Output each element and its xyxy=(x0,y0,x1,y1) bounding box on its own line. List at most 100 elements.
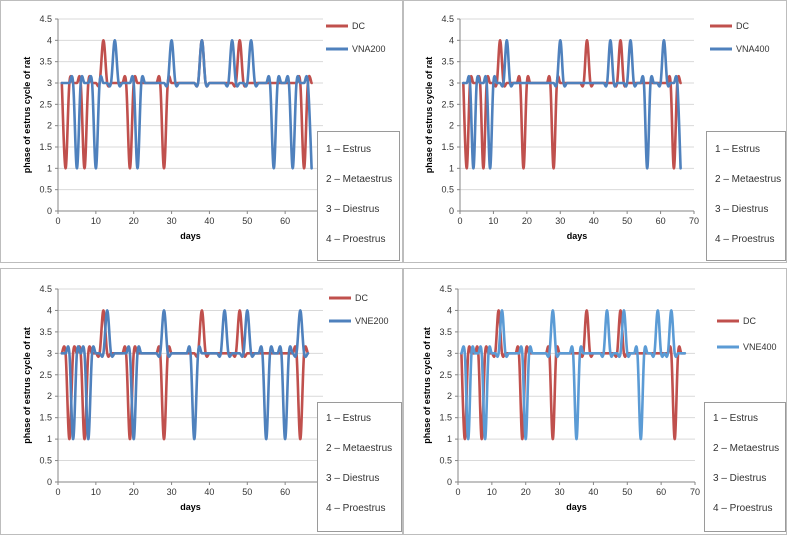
y-tick-label: 1.5 xyxy=(441,142,454,152)
y-axis-title: phase of estrus cycle of rat xyxy=(22,57,32,174)
legend-label-dc: DC xyxy=(352,21,365,31)
x-tick-label: 20 xyxy=(129,487,139,497)
y-tick-label: 3 xyxy=(47,348,52,358)
y-tick-label: 3 xyxy=(447,348,452,358)
y-tick-label: 0 xyxy=(447,477,452,487)
phase-key-proestrus: 4 – Proestrus xyxy=(326,503,386,514)
x-tick-label: 50 xyxy=(622,487,632,497)
x-tick-label: 0 xyxy=(55,487,60,497)
y-tick-label: 0 xyxy=(47,477,52,487)
x-axis-title: days xyxy=(180,502,201,512)
phase-key-box: 1 – Estrus 2 – Metaestrus 3 – Diestrus 4… xyxy=(706,131,786,261)
phase-key-metaestrus: 2 – Metaestrus xyxy=(326,443,393,454)
y-tick-label: 1 xyxy=(47,434,52,444)
y-tick-label: 2 xyxy=(47,121,52,131)
x-tick-label: 30 xyxy=(555,487,565,497)
phase-key-estrus: 1 – Estrus xyxy=(326,413,372,424)
y-tick-label: 3.5 xyxy=(39,57,52,67)
chart-svg-bottom-right: 0 0.5 1 1.5 2 2.5 3 3.5 4 4.5 0 10 20 30 40 50 60 70 days p… xyxy=(422,284,777,512)
x-tick-label: 40 xyxy=(588,487,598,497)
series-line-vna400 xyxy=(462,39,682,170)
y-tick-label: 3 xyxy=(449,78,454,88)
y-tick-label: 1.5 xyxy=(39,413,52,423)
y-tick-label: 3.5 xyxy=(39,327,52,337)
x-tick-label: 0 xyxy=(455,487,460,497)
phase-key-box: 1 – Estrus 2 – Metaestrus 3 – Diestrus 4… xyxy=(317,402,402,532)
y-tick-label: 1.5 xyxy=(439,413,452,423)
x-tick-label: 20 xyxy=(521,487,531,497)
y-tick-label: 2 xyxy=(47,391,52,401)
x-tick-label: 0 xyxy=(457,216,462,226)
y-tick-label: 4 xyxy=(449,35,454,45)
x-tick-label: 10 xyxy=(91,216,101,226)
legend-label-vna400: VNA400 xyxy=(736,44,770,54)
phase-key-diestrus: 3 – Diestrus xyxy=(326,204,380,215)
phase-key-estrus: 1 – Estrus xyxy=(713,413,759,424)
y-tick-label: 0 xyxy=(47,206,52,216)
y-tick-label: 4.5 xyxy=(441,14,454,24)
chart-panel-bottom-left: 00.511.522.533.544.5010203040506070daysp… xyxy=(0,268,403,535)
x-tick-label: 10 xyxy=(487,487,497,497)
y-tick-label: 0.5 xyxy=(441,185,454,195)
legend-label-dc: DC xyxy=(743,316,756,326)
phase-key-proestrus: 4 – Proestrus xyxy=(715,234,775,245)
x-tick-label: 30 xyxy=(555,216,565,226)
chart-svg-top-right: 0 0.5 1 1.5 2 2.5 3 3.5 4 4.5 0 10 20 30 40 50 60 70 days p… xyxy=(424,14,770,241)
y-tick-label: 1.5 xyxy=(39,142,52,152)
phase-key-metaestrus: 2 – Metaestrus xyxy=(326,174,393,185)
y-tick-label: 2 xyxy=(449,121,454,131)
legend-label-vne400: VNE400 xyxy=(743,342,777,352)
chart-panel-top-left: 00.511.522.533.544.5010203040506070daysp… xyxy=(0,0,403,263)
y-tick-label: 2.5 xyxy=(439,370,452,380)
phase-key-estrus: 1 – Estrus xyxy=(326,144,372,155)
x-axis-title: days xyxy=(566,502,587,512)
y-tick-label: 4.5 xyxy=(39,14,52,24)
x-tick-label: 50 xyxy=(242,216,252,226)
x-tick-label: 40 xyxy=(204,216,214,226)
phase-key-box: 1 – Estrus 2 – Metaestrus 3 – Diestrus 4… xyxy=(317,131,400,261)
x-tick-label: 10 xyxy=(91,487,101,497)
y-axis-title: phase of estrus cycle of rat xyxy=(22,327,32,444)
y-tick-label: 0.5 xyxy=(439,456,452,466)
x-tick-label: 20 xyxy=(129,216,139,226)
x-tick-label: 70 xyxy=(690,487,700,497)
x-tick-label: 10 xyxy=(488,216,498,226)
phase-key-proestrus: 4 – Proestrus xyxy=(326,234,386,245)
series-line-vna200 xyxy=(60,39,313,170)
x-axis-title: days xyxy=(567,231,588,241)
y-tick-label: 0.5 xyxy=(39,456,52,466)
y-tick-label: 2 xyxy=(447,391,452,401)
x-tick-label: 60 xyxy=(280,216,290,226)
x-tick-label: 40 xyxy=(589,216,599,226)
y-tick-label: 3 xyxy=(47,78,52,88)
chart-svg-bottom-left: 00.511.522.533.544.5010203040506070daysp… xyxy=(22,284,389,512)
x-tick-label: 60 xyxy=(656,487,666,497)
series-line-vne400 xyxy=(460,309,687,441)
chart-svg-top-left: 00.511.522.533.544.5010203040506070daysp… xyxy=(22,14,386,241)
chart-panel-top-right: 0 0.5 1 1.5 2 2.5 3 3.5 4 4.5 0 10 20 30 40 50 60 70 days p… xyxy=(403,0,787,263)
x-tick-label: 70 xyxy=(689,216,699,226)
y-tick-label: 2.5 xyxy=(39,99,52,109)
x-tick-label: 20 xyxy=(522,216,532,226)
x-tick-label: 60 xyxy=(280,487,290,497)
legend-label-dc: DC xyxy=(355,293,368,303)
chart-panel-bottom-right: 0 0.5 1 1.5 2 2.5 3 3.5 4 4.5 0 10 20 30 40 50 60 70 days p… xyxy=(403,268,787,535)
y-tick-label: 4.5 xyxy=(439,284,452,294)
y-axis-title: phase of estrus cycle of rat xyxy=(422,327,432,444)
phase-key-metaestrus: 2 – Metaestrus xyxy=(713,443,780,454)
y-tick-label: 4 xyxy=(447,305,452,315)
x-tick-label: 50 xyxy=(242,487,252,497)
x-tick-label: 50 xyxy=(622,216,632,226)
y-tick-label: 3.5 xyxy=(441,57,454,67)
phase-key-diestrus: 3 – Diestrus xyxy=(326,473,380,484)
y-tick-label: 4 xyxy=(47,305,52,315)
y-axis-title: phase of estrus cycle of rat xyxy=(424,57,434,174)
y-tick-label: 1 xyxy=(47,163,52,173)
y-tick-label: 2.5 xyxy=(441,99,454,109)
phase-key-metaestrus: 2 – Metaestrus xyxy=(715,174,782,185)
legend-label-vne200: VNE200 xyxy=(355,316,389,326)
x-tick-label: 40 xyxy=(204,487,214,497)
y-tick-label: 3.5 xyxy=(439,327,452,337)
y-tick-label: 2.5 xyxy=(39,370,52,380)
y-tick-label: 1 xyxy=(447,434,452,444)
